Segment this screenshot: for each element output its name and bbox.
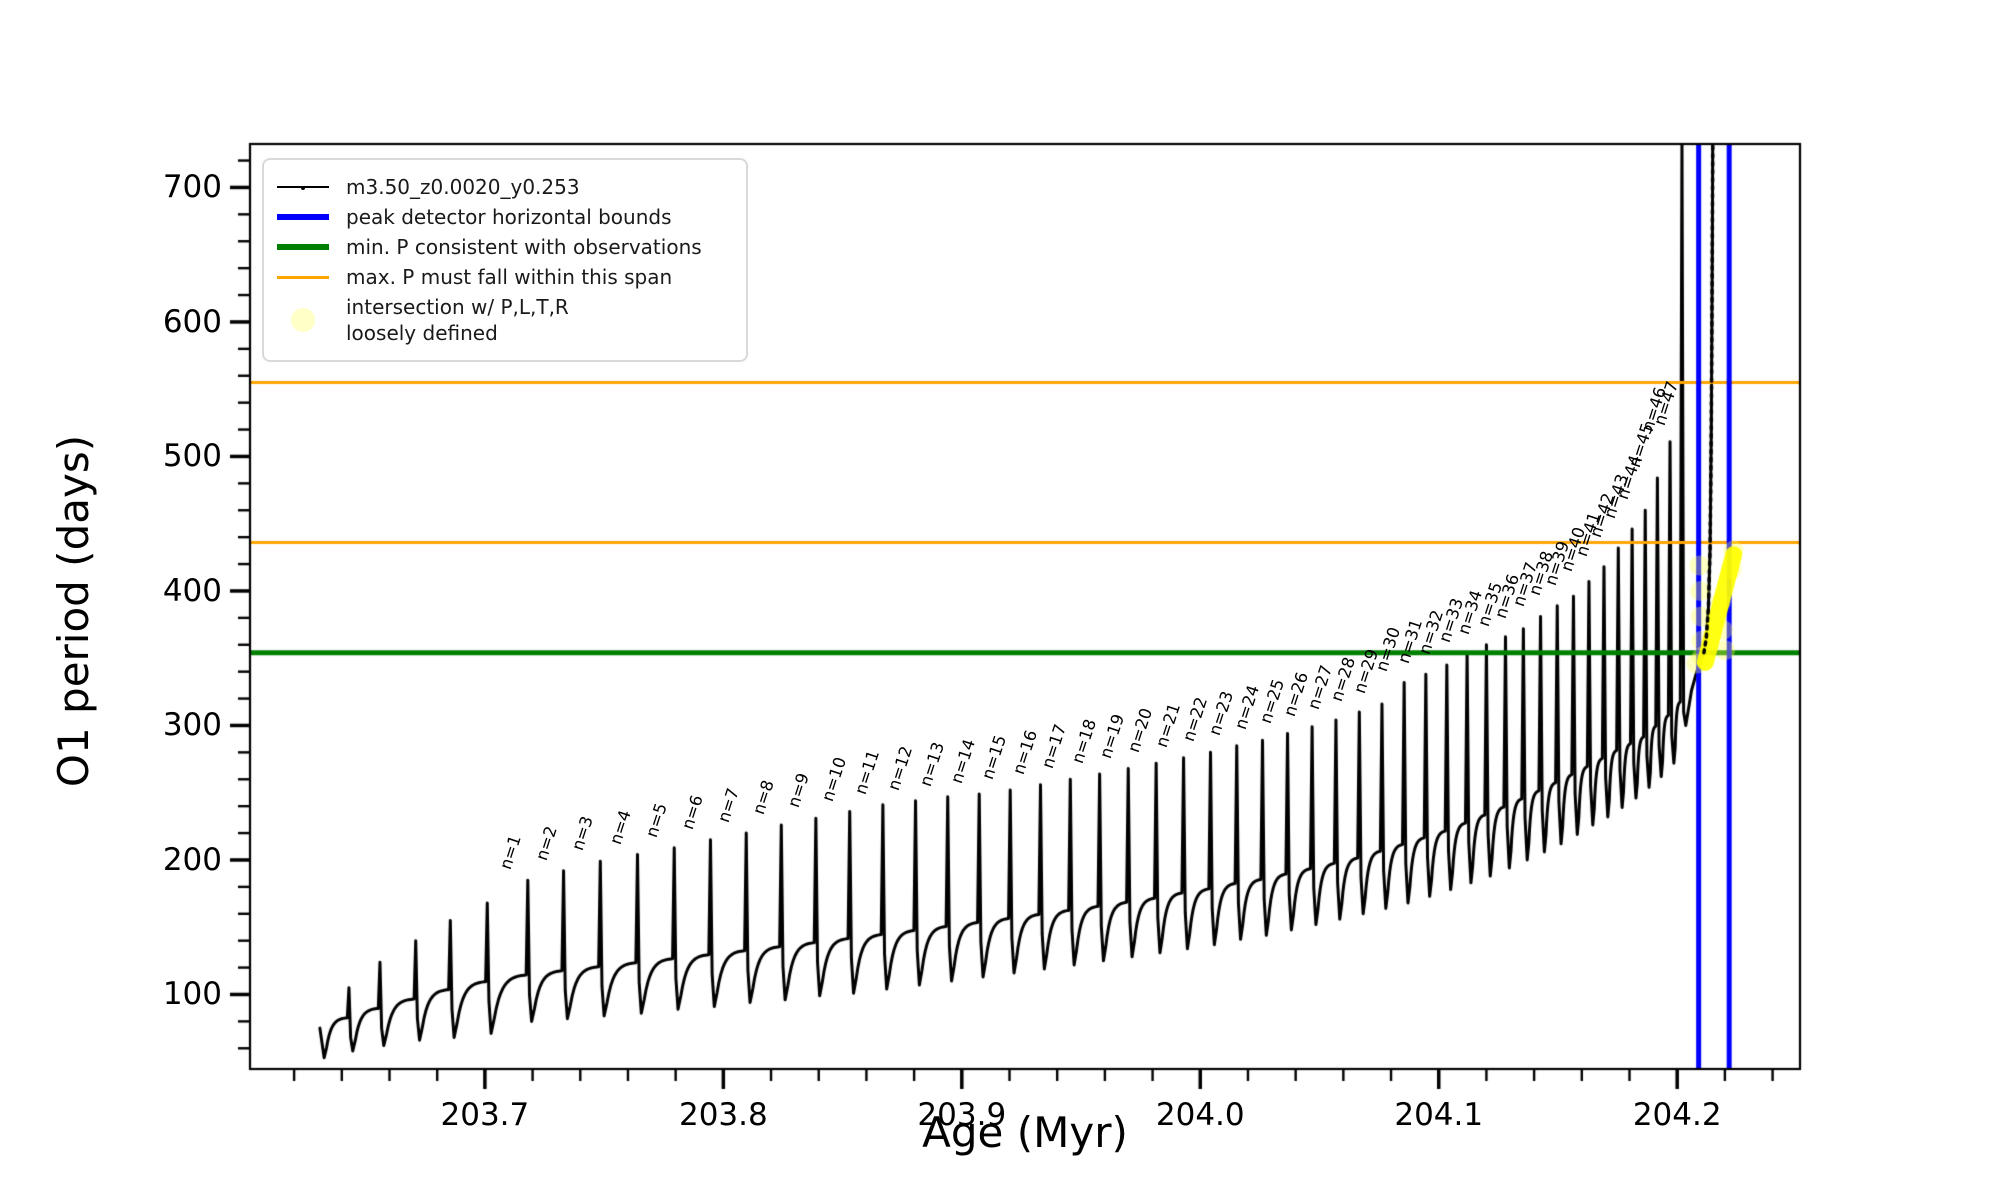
x-axis-title: Age (Myr): [922, 1108, 1128, 1157]
y-tick-label: 700: [162, 169, 222, 206]
legend-item-max-p: max. P must fall within this span: [274, 264, 732, 290]
green-line-swatch: [274, 244, 332, 250]
legend-label: m3.50_z0.0020_y0.253: [346, 175, 580, 199]
yellow-circle-swatch: [274, 308, 332, 332]
y-tick-label: 400: [162, 572, 222, 609]
legend: m3.50_z0.0020_y0.253 peak detector horiz…: [262, 158, 748, 362]
legend-label: intersection w/ P,L,T,R loosely defined: [346, 295, 569, 345]
blue-line-swatch: [274, 214, 332, 220]
y-tick-label: 200: [162, 841, 222, 878]
legend-item-intersection: intersection w/ P,L,T,R loosely defined: [274, 294, 732, 346]
legend-item-min-p: min. P consistent with observations: [274, 234, 732, 260]
x-tick-label: 204.2: [1632, 1097, 1722, 1133]
legend-item-track: m3.50_z0.0020_y0.253: [274, 174, 732, 200]
x-tick-label: 204.0: [1155, 1097, 1245, 1133]
line-with-dot-swatch: [274, 185, 332, 190]
legend-label: min. P consistent with observations: [346, 235, 702, 259]
y-axis-title-wrap: O1 period (days): [49, 231, 101, 991]
x-tick-label: 203.9: [917, 1097, 1007, 1133]
y-tick-label: 500: [162, 438, 222, 475]
legend-label: max. P must fall within this span: [346, 265, 673, 289]
y-axis-title: O1 period (days): [49, 434, 98, 788]
legend-item-peak-bounds: peak detector horizontal bounds: [274, 204, 732, 230]
legend-label: peak detector horizontal bounds: [346, 205, 672, 229]
y-tick-label: 100: [162, 976, 222, 1013]
x-tick-label: 204.1: [1394, 1097, 1484, 1133]
y-tick-label: 300: [162, 707, 222, 744]
orange-line-swatch: [274, 275, 332, 279]
y-tick-label: 600: [162, 303, 222, 340]
x-tick-label: 203.8: [678, 1097, 768, 1133]
x-tick-label: 203.7: [440, 1097, 530, 1133]
